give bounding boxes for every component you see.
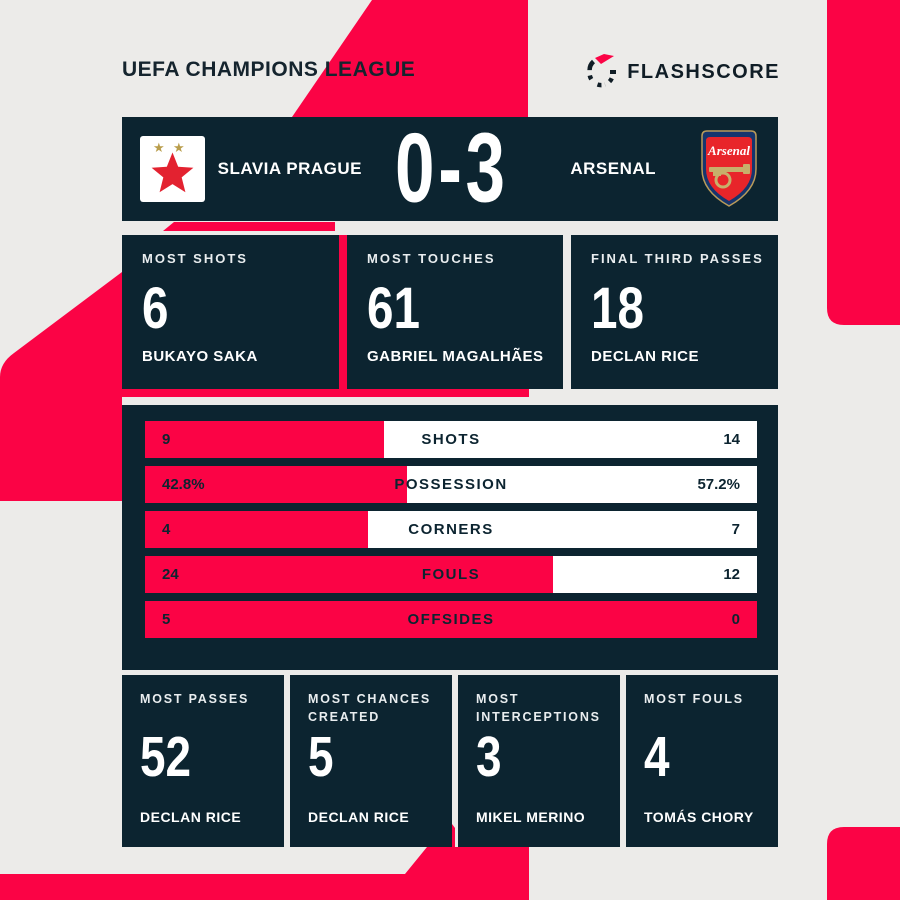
stat-box-most-touches: MOST TOUCHES 61 GABRIEL MAGALHÃES xyxy=(347,235,563,389)
stat-box-most-interceptions: MOST INTERCEPTIONS 3 MIKEL MERINO xyxy=(458,675,620,847)
flashscore-stopwatch-icon xyxy=(587,54,617,88)
bar-row-shots: 9 SHOTS 14 xyxy=(145,421,757,458)
stat-box-most-shots: MOST SHOTS 6 BUKAYO SAKA xyxy=(122,235,339,389)
home-bar-fill xyxy=(145,421,385,458)
home-bar-fill xyxy=(145,601,757,638)
bar-label: SHOTS xyxy=(421,431,481,448)
stat-label: FINAL THIRD PASSES xyxy=(591,251,764,266)
stat-box-most-fouls: MOST FOULS 4 TOMÁS CHORY xyxy=(626,675,778,847)
diagonal-shape-left xyxy=(0,272,122,501)
competition-title: UEFA CHAMPIONS LEAGUE xyxy=(122,58,416,81)
bar-label: FOULS xyxy=(421,566,481,583)
right-edge-bar xyxy=(827,0,900,325)
stat-label: MOST INTERCEPTIONS xyxy=(476,692,601,724)
scoreboard: ★ ★ SLAVIA PRAGUE 0-3 ARSENAL Arsenal xyxy=(122,117,778,221)
away-value: 7 xyxy=(731,521,740,538)
away-value: 14 xyxy=(723,431,740,448)
gold-star-icon: ★ xyxy=(173,140,185,155)
stat-label: MOST CHANCES CREATED xyxy=(308,692,431,724)
bar-label: CORNERS xyxy=(408,521,494,538)
stat-label: MOST TOUCHES xyxy=(367,251,496,266)
match-score: 0-3 xyxy=(394,113,509,224)
home-value: 42.8% xyxy=(162,476,205,493)
stat-label: MOST PASSES xyxy=(140,692,250,706)
diagonal-sliver-under-scoreboard xyxy=(163,222,335,231)
stat-value: 52 xyxy=(140,725,192,789)
red-star-icon xyxy=(151,152,194,193)
home-value: 9 xyxy=(162,431,171,448)
cannon-icon xyxy=(709,164,750,189)
away-team-name: ARSENAL xyxy=(570,159,657,178)
away-value: 0 xyxy=(731,611,740,628)
stat-player: DECLAN RICE xyxy=(308,809,410,825)
stat-box-final-third-passes: FINAL THIRD PASSES 18 DECLAN RICE xyxy=(571,235,778,389)
flashscore-wordmark: FLASHSCORE xyxy=(627,60,780,83)
stat-value: 61 xyxy=(367,274,420,341)
stat-player: GABRIEL MAGALHÃES xyxy=(367,348,544,365)
bar-row-possession: 42.8% POSSESSION 57.2% xyxy=(145,466,757,503)
away-value: 57.2% xyxy=(697,476,740,493)
arsenal-crest: Arsenal xyxy=(698,129,760,209)
stat-player: MIKEL MERINO xyxy=(476,809,586,825)
stat-box-most-passes: MOST PASSES 52 DECLAN RICE xyxy=(122,675,284,847)
bar-row-fouls: 24 FOULS 12 xyxy=(145,556,757,593)
comparison-bars-panel: 9 SHOTS 14 42.8% POSSESSION 57.2% 4 CORN… xyxy=(122,405,778,670)
red-gap-divider xyxy=(339,235,347,389)
home-bar-fill xyxy=(145,556,554,593)
stat-value: 4 xyxy=(644,725,670,789)
home-value: 5 xyxy=(162,611,171,628)
home-team-name: SLAVIA PRAGUE xyxy=(217,159,363,178)
away-value: 12 xyxy=(723,566,740,583)
stat-label: MOST SHOTS xyxy=(142,251,248,266)
stat-box-most-chances-created: MOST CHANCES CREATED 5 DECLAN RICE xyxy=(290,675,452,847)
home-bar-fill xyxy=(145,466,407,503)
bar-label: OFFSIDES xyxy=(407,611,495,628)
flashscore-logo: FLASHSCORE xyxy=(584,54,780,90)
red-sliver-under-statrow xyxy=(122,389,529,397)
stat-player: BUKAYO SAKA xyxy=(142,348,258,365)
home-bar-fill xyxy=(145,511,368,548)
stat-player: DECLAN RICE xyxy=(591,348,700,365)
stat-value: 3 xyxy=(476,725,502,789)
home-value: 24 xyxy=(162,566,179,583)
stat-label: MOST FOULS xyxy=(644,692,744,706)
stat-value: 6 xyxy=(142,274,169,341)
slavia-prague-logo: ★ ★ xyxy=(140,136,205,202)
bottom-strip-and-peak xyxy=(0,820,529,900)
home-value: 4 xyxy=(162,521,171,538)
stat-player: DECLAN RICE xyxy=(140,809,242,825)
bar-row-corners: 4 CORNERS 7 xyxy=(145,511,757,548)
stat-value: 18 xyxy=(591,274,644,341)
stat-value: 5 xyxy=(308,725,334,789)
bar-row-offsides: 5 OFFSIDES 0 xyxy=(145,601,757,638)
bottom-stats-row: MOST PASSES 52 DECLAN RICE MOST CHANCES … xyxy=(122,675,778,847)
diagonal-band-top xyxy=(292,0,528,117)
bottom-right-block xyxy=(827,827,900,900)
stat-player: TOMÁS CHORY xyxy=(644,809,754,825)
gold-star-icon: ★ xyxy=(153,140,165,155)
red-flag xyxy=(595,54,615,64)
top-stats-row: MOST SHOTS 6 BUKAYO SAKA MOST TOUCHES 61… xyxy=(122,235,778,389)
svg-text:Arsenal: Arsenal xyxy=(707,143,750,158)
bar-label: POSSESSION xyxy=(394,476,508,493)
